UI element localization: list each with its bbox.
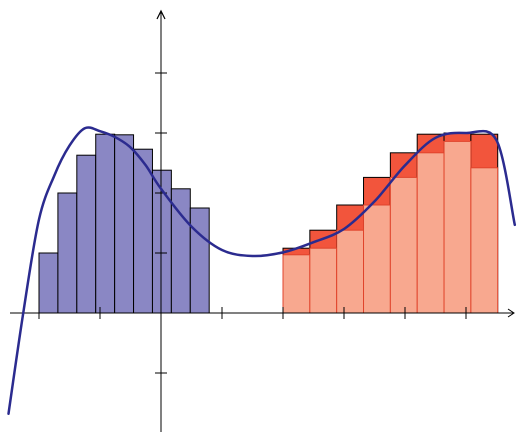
left-riemann-bar-1 [38, 252, 59, 314]
x-ticks [38, 307, 467, 319]
lower-riemann-bar-2 [309, 247, 338, 314]
left-riemann-bar-9 [189, 207, 210, 314]
left-riemann-bar-6 [133, 148, 153, 314]
left-riemann-bar-3 [76, 154, 97, 314]
lower-riemann-bar-7 [443, 140, 472, 314]
lower-riemann-bar-4 [363, 204, 391, 314]
lower-rectangles [282, 140, 499, 314]
left-rectangles [38, 133, 210, 314]
y-ticks [155, 72, 167, 374]
function-curve [7, 126, 517, 416]
left-riemann-bar-5 [114, 134, 135, 314]
y-axis-arrow [156, 9, 166, 20]
lower-riemann-bar-1 [282, 254, 311, 314]
lower-riemann-bar-5 [389, 176, 418, 314]
left-riemann-bar-4 [95, 133, 116, 314]
axes [10, 9, 515, 432]
lower-riemann-bar-6 [416, 152, 445, 314]
lower-riemann-bar-8 [470, 167, 499, 314]
x-axis-arrow [507, 308, 515, 318]
lower-riemann-bar-3 [336, 229, 365, 314]
left-riemann-bar-2 [57, 192, 78, 314]
